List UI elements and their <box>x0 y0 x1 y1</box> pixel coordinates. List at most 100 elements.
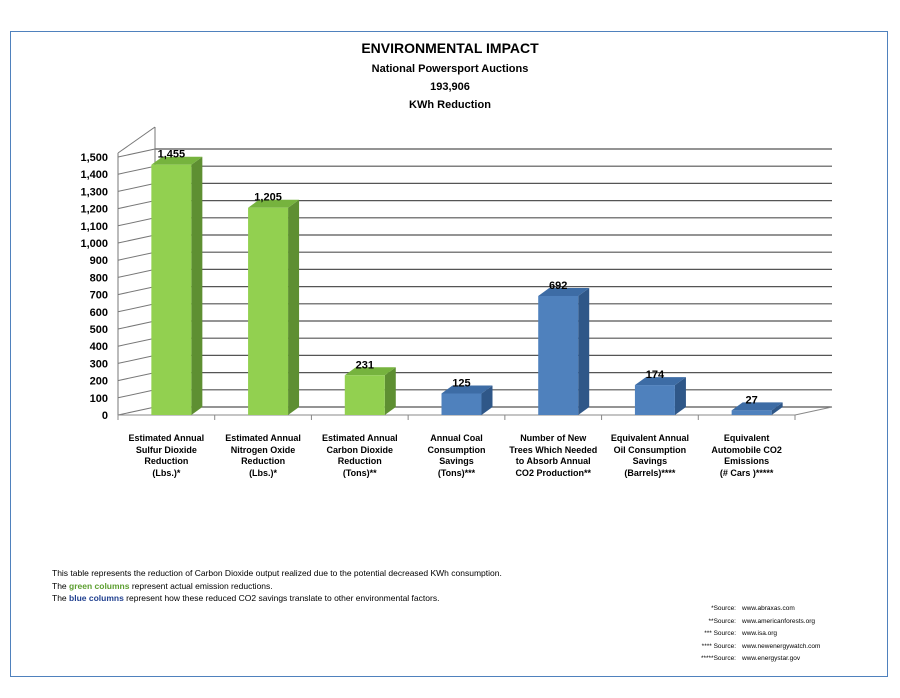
bar-top <box>538 287 590 296</box>
bar-top <box>344 367 396 376</box>
data-label: 125 <box>452 378 470 390</box>
category-label: Equivalent Annual Oil Consumption Savings(… <box>602 433 698 479</box>
y-tick-label: 700 <box>90 290 108 302</box>
category-label-line: Sulfur Dioxide <box>135 444 197 455</box>
y-tick-label: 600 <box>90 307 108 319</box>
bar-top <box>248 199 300 208</box>
note-line-1: This table represents the reduction of C… <box>52 568 502 578</box>
side-wall-top <box>117 126 156 154</box>
category-label-line: Oil Consumption <box>613 444 687 455</box>
y-tick-label: 1,200 <box>80 204 108 216</box>
bar-front <box>538 295 579 415</box>
bar-side <box>771 402 783 415</box>
source-item: *Source: www.abraxas.com <box>711 605 795 612</box>
y-axis: 0 100 200 300 400 500 600 700 800 900 1,000 1,100 1,… <box>80 152 108 422</box>
category-label-line: Emissions <box>724 456 770 466</box>
category-label-line: (# Cars )***** <box>719 467 774 478</box>
bar-front <box>248 207 289 415</box>
category-label-line: Automobile CO2 <box>711 444 782 455</box>
source-item: *** Source: www.isa.org <box>704 630 778 637</box>
bar-front <box>731 410 772 415</box>
chart-grid <box>117 126 833 420</box>
bar-side <box>578 287 590 415</box>
category-label: Estimated Annual Sulfur Dioxide Reduction(… <box>118 433 214 479</box>
category-label-line: Savings <box>439 456 474 466</box>
bar-front <box>344 375 385 415</box>
data-label: 174 <box>646 369 665 381</box>
category-label-line: (Tons)** <box>342 467 377 478</box>
y-tick-label: 500 <box>90 324 108 336</box>
category-label-line: Estimated Annual <box>225 433 301 443</box>
category-label: Estimated Annual Carbon Dioxide Reduction(… <box>312 433 408 479</box>
blue-columns-label: blue columns <box>69 593 124 603</box>
category-label-line: Number of New <box>520 433 587 443</box>
gridline-side <box>117 286 156 296</box>
category-label-line: (Lbs.)* <box>249 467 278 478</box>
bar-0 <box>151 156 203 416</box>
category-label-line: Annual Coal <box>430 433 483 443</box>
gridline-side <box>117 165 156 175</box>
y-tick-label: 1,400 <box>80 169 108 181</box>
note-line-2: The green columns represent actual emiss… <box>52 580 273 591</box>
gridline-side <box>117 372 156 382</box>
category-label: Number of New Trees Which Needed to Absorb… <box>505 433 601 479</box>
category-label-line: Consumption <box>427 444 486 455</box>
gridline-side <box>117 182 156 192</box>
source-item: *****Source: www.energystar.gov <box>700 655 801 662</box>
bar-side <box>674 377 686 415</box>
category-label-line: Trees Which Needed <box>509 444 598 455</box>
category-label-line: Equivalent Annual <box>610 433 690 443</box>
y-tick-label: 1,300 <box>80 186 108 198</box>
gridline-side <box>117 251 156 261</box>
bar-front <box>634 385 675 415</box>
data-label: 1,205 <box>254 192 282 204</box>
bar-side <box>481 385 493 415</box>
bar-front <box>441 393 482 415</box>
gridline-side <box>117 200 156 210</box>
category-label-line: CO2 Production** <box>515 467 591 478</box>
gridline-side <box>117 217 156 227</box>
category-label-line: (Lbs.)* <box>152 467 181 478</box>
bar-top <box>441 385 493 394</box>
floor-right <box>794 406 833 416</box>
bar-3 <box>441 385 493 415</box>
data-label: 27 <box>746 394 758 406</box>
category-label-line: to Absorb Annual <box>515 456 591 466</box>
gridline-side <box>117 303 156 313</box>
data-label: 692 <box>549 280 567 292</box>
category-label-line: Estimated Annual <box>128 433 205 443</box>
data-label: 231 <box>356 359 374 371</box>
bar-6 <box>731 402 783 415</box>
chart-notes: This table represents the reduction of C… <box>52 567 502 605</box>
bars <box>151 156 783 416</box>
gridline-side <box>117 337 156 347</box>
y-tick-label: 1,500 <box>80 152 108 164</box>
bar-4 <box>538 287 590 415</box>
chart-subtitle: National Powersport Auctions <box>371 63 529 75</box>
gridline-side <box>117 354 156 364</box>
category-label-line: Equivalent <box>723 433 770 443</box>
source-item: **** Source: www.newenergywatch.com <box>701 642 821 650</box>
bar-side <box>384 367 396 415</box>
gridline-side <box>117 268 156 278</box>
sources-list: *Source: www.abraxas.com **Source: www.ame… <box>701 603 822 666</box>
bar-2 <box>344 367 396 415</box>
bar-top <box>634 377 686 386</box>
category-label-line: Reduction <box>144 456 189 466</box>
y-tick-label: 200 <box>90 376 108 388</box>
kwh-value: 193,906 <box>430 81 470 93</box>
chart-title: ENVIRONMENTAL IMPACT <box>361 40 539 56</box>
y-tick-label: 300 <box>90 358 108 370</box>
category-label-line: Carbon Dioxide <box>326 444 394 455</box>
y-tick-label: 800 <box>90 272 108 284</box>
note-line-3: The blue columns represent how these red… <box>52 593 440 603</box>
gridline-side <box>117 389 156 399</box>
category-label-line: Reduction <box>241 456 286 466</box>
source-item: **Source: www.americanforests.org <box>708 617 815 625</box>
category-label-line: Nitrogen Oxide <box>230 444 296 455</box>
category-label-line: Estimated Annual <box>321 433 398 443</box>
bar-1 <box>248 199 300 415</box>
y-tick-label: 400 <box>90 341 108 353</box>
y-tick-label: 1,000 <box>80 238 108 250</box>
